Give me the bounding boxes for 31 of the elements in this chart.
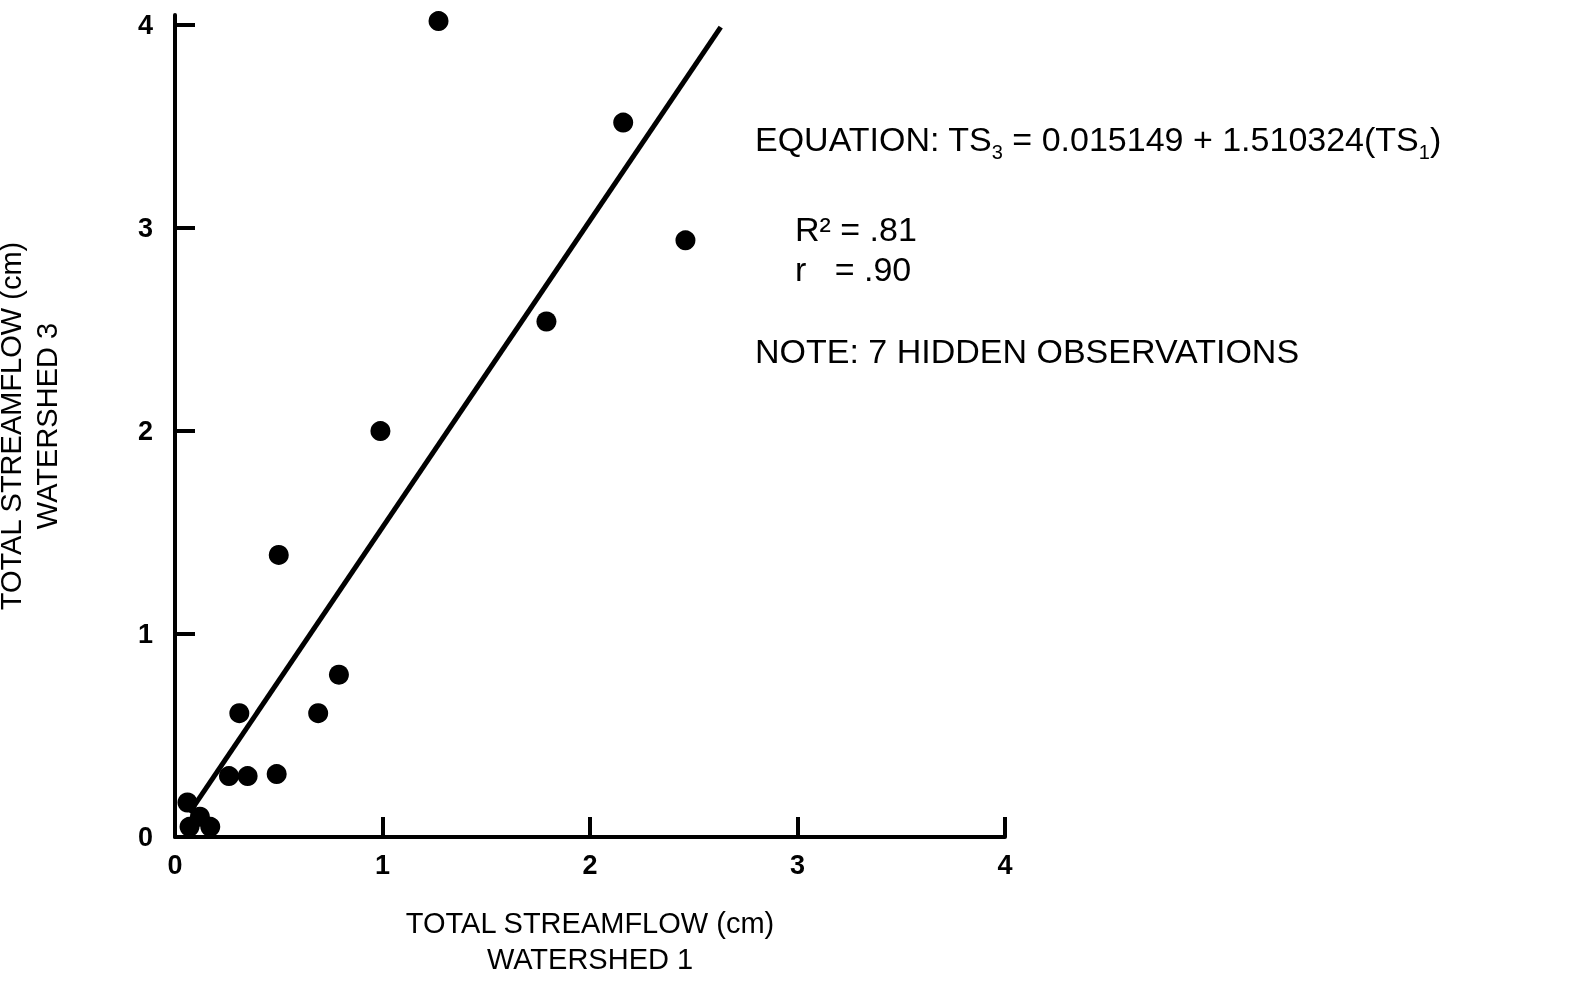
point xyxy=(428,11,449,32)
point xyxy=(370,421,391,442)
y-axis-title: TOTAL STREAMFLOW (cm) WATERSHED 3 xyxy=(0,241,63,611)
x-tick-label: 2 xyxy=(582,849,598,880)
point xyxy=(536,311,557,332)
point xyxy=(266,764,287,785)
x-tick-label: 1 xyxy=(374,849,391,880)
y-tick-label: 1 xyxy=(137,619,153,650)
annotation: r = .90 xyxy=(795,250,912,289)
x-tick-label: 3 xyxy=(789,849,806,880)
point xyxy=(179,816,200,837)
x-tick-label: 4 xyxy=(997,849,1013,880)
point xyxy=(237,766,258,787)
point xyxy=(675,230,696,251)
y-tick-label: 2 xyxy=(137,416,153,447)
point xyxy=(328,664,349,685)
point xyxy=(200,816,221,837)
point xyxy=(229,703,250,724)
point xyxy=(177,792,198,813)
point xyxy=(268,544,289,565)
y-tick-label: 0 xyxy=(137,822,153,852)
annotation: R² = .81 xyxy=(795,210,917,249)
point xyxy=(218,766,239,787)
point xyxy=(613,112,634,133)
annotation: NOTE: 7 HIDDEN OBSERVATIONS xyxy=(755,332,1300,371)
x-tick-label: 0 xyxy=(167,849,183,880)
annotation: EQUATION: TS$_{3}$ = 0.015149 + 1.510324(TS$_{1}$) xyxy=(755,120,1442,164)
y-tick-label: 4 xyxy=(137,10,153,41)
x-axis-title: TOTAL STREAMFLOW (cm) WATERSHED 1 xyxy=(405,907,775,975)
point xyxy=(308,703,329,724)
y-tick-label: 3 xyxy=(137,213,153,244)
